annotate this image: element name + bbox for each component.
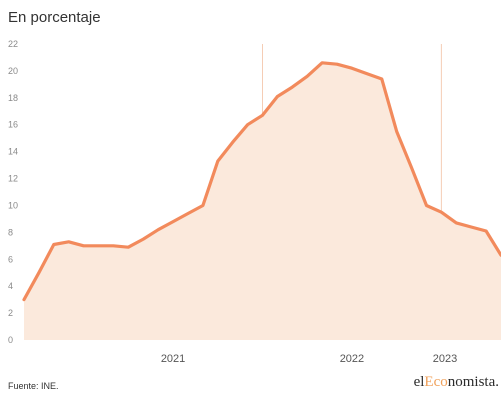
x-tick-label: 2022 <box>340 353 364 365</box>
y-tick-label: 2 <box>8 308 13 318</box>
data-point <box>23 298 25 301</box>
data-point <box>97 245 100 247</box>
data-point <box>336 63 338 65</box>
data-point <box>351 67 353 69</box>
data-point <box>395 130 398 133</box>
data-point <box>38 271 40 274</box>
y-axis-ticks: 0 2 4 6 8 10 12 14 16 18 20 22 <box>8 39 18 345</box>
y-tick-label: 0 <box>8 335 13 345</box>
data-point <box>366 72 368 75</box>
data-point <box>276 95 279 98</box>
data-point <box>53 243 55 246</box>
y-tick-label: 10 <box>8 200 18 210</box>
brand-accent: Eco <box>424 374 447 390</box>
y-tick-label: 18 <box>8 93 18 103</box>
x-tick-label: 2021 <box>161 353 185 365</box>
x-tick-label: 2023 <box>433 353 457 365</box>
data-point <box>321 62 323 64</box>
data-point <box>425 204 428 207</box>
series-area <box>24 62 501 341</box>
brand-suffix: nomista. <box>448 374 499 390</box>
data-point <box>306 75 309 78</box>
brand-logo: elEconomista. <box>414 374 499 390</box>
x-axis-ticks: 2021 2022 2023 <box>161 353 457 365</box>
data-point <box>127 246 130 248</box>
data-point <box>187 212 189 215</box>
series-layer <box>22 61 501 341</box>
data-point <box>231 141 234 143</box>
data-point <box>112 245 115 247</box>
data-point <box>410 167 413 169</box>
data-point <box>157 228 159 231</box>
data-point <box>440 211 443 213</box>
data-point <box>485 230 487 232</box>
data-point <box>67 241 70 243</box>
y-tick-label: 14 <box>8 147 18 157</box>
data-point <box>82 245 85 247</box>
y-tick-label: 8 <box>8 227 13 237</box>
y-tick-label: 6 <box>8 254 13 264</box>
data-point <box>291 86 294 88</box>
source-note: Fuente: INE. <box>8 381 59 391</box>
data-point <box>261 114 264 117</box>
data-point <box>470 226 473 228</box>
data-point <box>172 220 174 223</box>
data-point <box>246 123 249 126</box>
chart-title: En porcentaje <box>8 9 101 26</box>
y-tick-label: 4 <box>8 281 13 291</box>
y-tick-label: 20 <box>8 66 18 76</box>
data-point <box>455 222 458 224</box>
data-point <box>217 160 219 162</box>
y-tick-label: 12 <box>8 174 18 184</box>
data-point <box>142 238 145 240</box>
y-tick-label: 22 <box>8 39 18 49</box>
data-point <box>381 78 383 80</box>
data-point <box>202 204 204 207</box>
y-tick-label: 16 <box>8 120 18 130</box>
brand-prefix: el <box>414 374 425 390</box>
